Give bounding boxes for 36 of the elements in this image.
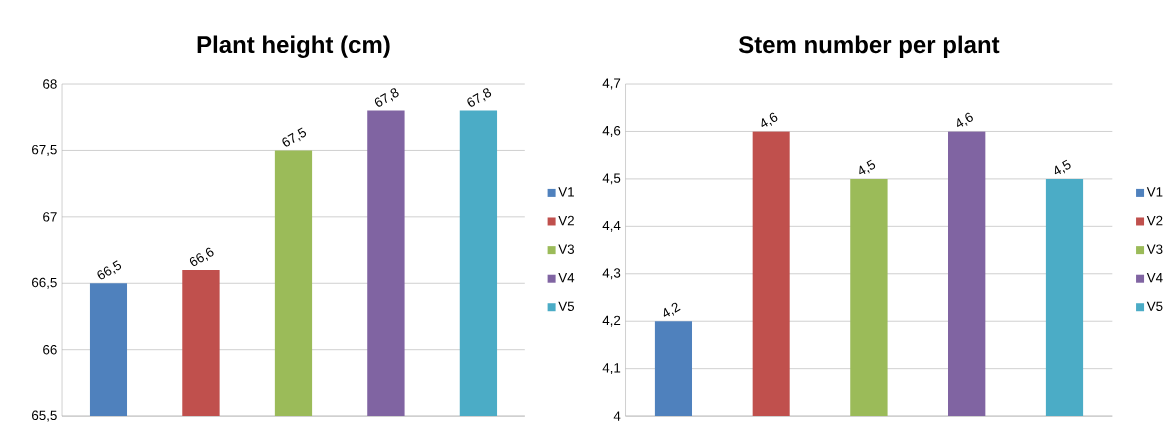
chart-title: Plant height (cm) xyxy=(197,35,390,58)
legend-label: V5 xyxy=(1146,301,1163,311)
y-tick-label: 4,4 xyxy=(602,220,621,232)
legend-label: V2 xyxy=(1146,215,1163,226)
data-label: 67,5 xyxy=(282,127,307,147)
legend-label: V1 xyxy=(1146,187,1163,197)
data-label: 67,8 xyxy=(374,88,399,107)
data-label: 4,2 xyxy=(663,302,681,317)
y-tick-label: 68 xyxy=(43,79,57,89)
y-tick-label: 4,5 xyxy=(602,173,621,185)
legend-label: V4 xyxy=(1146,273,1163,283)
y-tick-label: 4,7 xyxy=(602,78,621,90)
data-label: 67,8 xyxy=(467,88,492,107)
y-tick-label: 4,1 xyxy=(602,363,621,375)
data-label: 4,5 xyxy=(1054,159,1071,175)
legend-label: V3 xyxy=(1146,244,1163,254)
y-tick-label: 65,5 xyxy=(32,410,57,422)
y-tick-label: 67,5 xyxy=(32,144,57,156)
y-tick-label: 66,5 xyxy=(32,277,57,289)
y-tick-label: 66 xyxy=(43,344,57,355)
y-tick-label: 67 xyxy=(43,212,57,222)
legend-label: V2 xyxy=(558,215,574,226)
data-label: 66,6 xyxy=(189,247,214,266)
y-tick-label: 4 xyxy=(613,411,621,421)
data-label: 4,5 xyxy=(859,159,876,175)
legend-label: V4 xyxy=(558,273,575,283)
y-tick-label: 4,6 xyxy=(602,125,621,137)
chart-title: Stem number per plant xyxy=(738,35,1000,58)
legend-label: V5 xyxy=(558,301,575,311)
legend-label: V1 xyxy=(558,187,574,197)
y-tick-label: 4,3 xyxy=(602,268,621,280)
legend-label: V3 xyxy=(558,244,574,254)
data-label: 4,6 xyxy=(957,112,973,127)
data-label: 66,5 xyxy=(97,260,122,280)
data-label: 4,6 xyxy=(761,112,778,127)
y-tick-label: 4,2 xyxy=(602,315,621,327)
